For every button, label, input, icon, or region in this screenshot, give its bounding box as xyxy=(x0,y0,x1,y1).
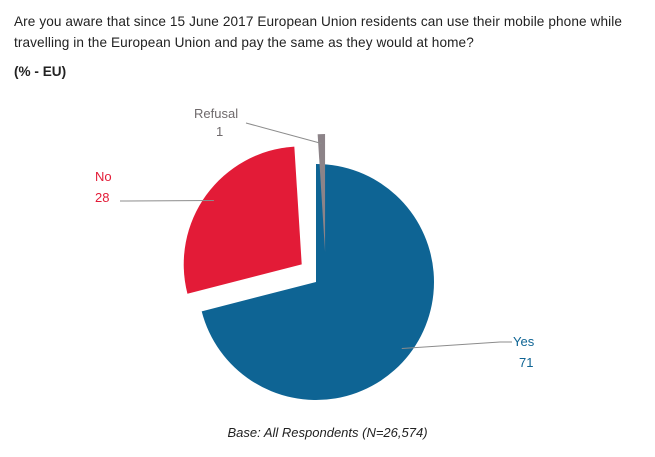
slice-value-refusal: 1 xyxy=(216,124,223,139)
leader-line-yes xyxy=(401,341,512,350)
slice-label-yes: Yes xyxy=(513,334,535,349)
pie-chart: Yes 71 No 28 Refusal 1 xyxy=(95,106,535,400)
pie-slice-yes xyxy=(201,164,434,400)
leader-line-refusal xyxy=(245,122,322,144)
chart-question-title: Are you aware that since 15 June 2017 Eu… xyxy=(14,14,623,50)
chart-unit-label: (% - EU) xyxy=(14,64,67,79)
pie-slice-no xyxy=(183,146,302,294)
slice-label-refusal: Refusal xyxy=(194,106,238,121)
pie-slice-refusal xyxy=(317,134,326,253)
base-note: Base: All Respondents (N=26,574) xyxy=(227,425,428,440)
slice-value-no: 28 xyxy=(95,190,109,205)
slice-value-yes: 71 xyxy=(519,355,533,370)
slice-label-no: No xyxy=(95,169,112,184)
